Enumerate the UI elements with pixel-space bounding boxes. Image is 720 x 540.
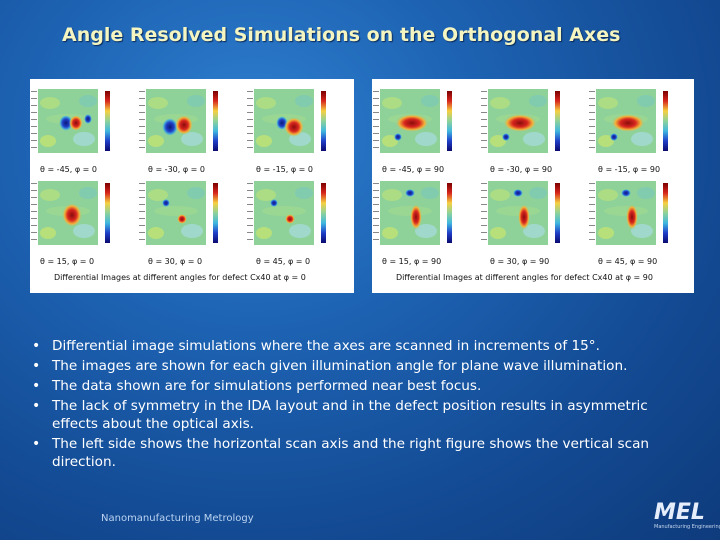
axis-ticks (139, 183, 145, 243)
angle-label: θ = -30, φ = 0 (148, 165, 205, 174)
bullet-item: The images are shown for each given illu… (32, 357, 692, 375)
colorbar (555, 183, 560, 243)
colorbar (555, 91, 560, 151)
angle-label: θ = 15, φ = 90 (382, 257, 442, 266)
logo-letters: MEL (654, 500, 705, 525)
left-figure-panel: θ = -45, φ = 0 θ = -30, φ = 0 θ = -15, φ =… (30, 79, 354, 293)
colorbar (663, 183, 668, 243)
angle-label: θ = -45, φ = 0 (40, 165, 97, 174)
colorbar (321, 91, 326, 151)
slide-title: Angle Resolved Simulations on the Orthog… (62, 24, 621, 46)
colorbar (447, 183, 452, 243)
axis-ticks (31, 91, 37, 151)
angle-label: θ = -30, φ = 90 (490, 165, 553, 174)
figure-caption: Differential Images at different angles … (396, 273, 653, 282)
simulation-image (488, 181, 548, 245)
simulation-image (596, 89, 656, 153)
simulation-image (254, 181, 314, 245)
simulation-image (146, 89, 206, 153)
angle-label: θ = 30, φ = 90 (490, 257, 550, 266)
mel-logo: MEL Manufacturing Engineering Laboratory (654, 500, 720, 532)
axis-ticks (373, 91, 379, 151)
bullet-item: The left side shows the horizontal scan … (32, 435, 692, 471)
angle-label: θ = -15, φ = 0 (256, 165, 313, 174)
angle-label: θ = -45, φ = 90 (382, 165, 445, 174)
simulation-image (380, 181, 440, 245)
simulation-image (488, 89, 548, 153)
axis-ticks (481, 183, 487, 243)
axis-ticks (31, 183, 37, 243)
colorbar (105, 183, 110, 243)
axis-ticks (589, 91, 595, 151)
footer-text: Nanomanufacturing Metrology (101, 513, 254, 524)
simulation-image (254, 89, 314, 153)
bullet-item: The lack of symmetry in the IDA layout a… (32, 397, 692, 433)
bullet-item: Differential image simulations where the… (32, 337, 692, 355)
colorbar (321, 183, 326, 243)
axis-ticks (589, 183, 595, 243)
axis-ticks (247, 183, 253, 243)
axis-ticks (139, 91, 145, 151)
logo-subtext: Manufacturing Engineering Laboratory (654, 524, 720, 530)
angle-label: θ = 45, φ = 90 (598, 257, 658, 266)
colorbar (213, 183, 218, 243)
angle-label: θ = -15, φ = 90 (598, 165, 661, 174)
axis-ticks (481, 91, 487, 151)
colorbar (105, 91, 110, 151)
colorbar (663, 91, 668, 151)
axis-ticks (373, 183, 379, 243)
axis-ticks (247, 91, 253, 151)
angle-label: θ = 45, φ = 0 (256, 257, 311, 266)
angle-label: θ = 15, φ = 0 (40, 257, 95, 266)
simulation-image (596, 181, 656, 245)
colorbar (213, 91, 218, 151)
figure-caption: Differential Images at different angles … (54, 273, 306, 282)
bullet-item: The data shown are for simulations perfo… (32, 377, 692, 395)
simulation-image (380, 89, 440, 153)
angle-label: θ = 30, φ = 0 (148, 257, 203, 266)
simulation-image (38, 89, 98, 153)
bullet-list: Differential image simulations where the… (32, 337, 692, 473)
simulation-image (146, 181, 206, 245)
simulation-image (38, 181, 98, 245)
right-figure-panel: θ = -45, φ = 90 θ = -30, φ = 90 θ = -15, φ… (372, 79, 694, 293)
colorbar (447, 91, 452, 151)
